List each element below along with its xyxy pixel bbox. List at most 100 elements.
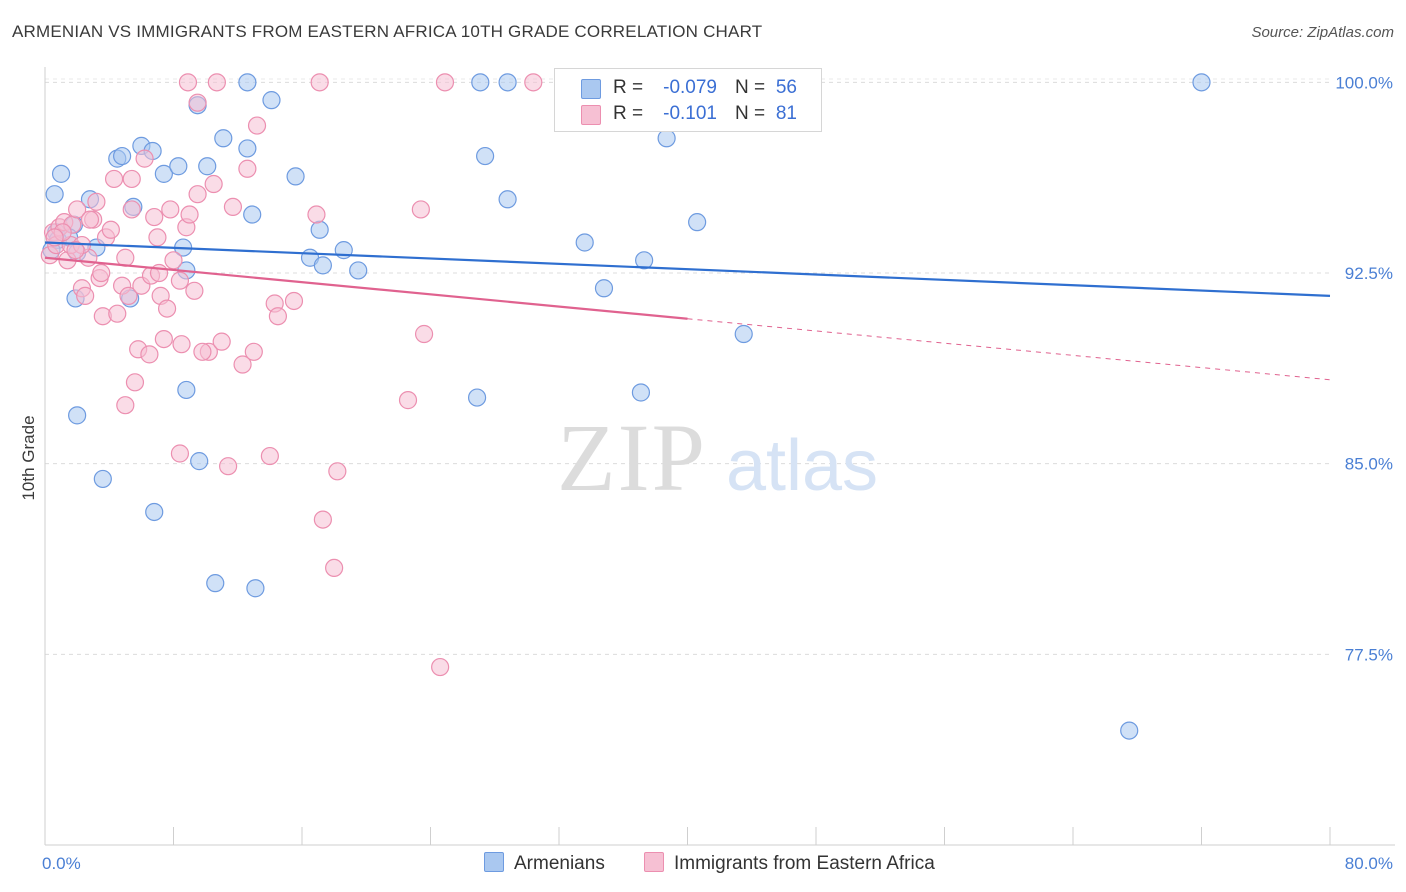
data-point bbox=[307, 205, 326, 224]
data-point bbox=[177, 380, 196, 400]
trend-line-eastern-africa bbox=[44, 256, 688, 320]
y-tick-label: 77.5% bbox=[1345, 645, 1393, 664]
data-point bbox=[524, 73, 543, 92]
data-point bbox=[688, 213, 707, 232]
legend-r-label: R = bbox=[613, 103, 644, 124]
data-point bbox=[1120, 721, 1139, 740]
y-tick-label: 85.0% bbox=[1345, 455, 1393, 474]
data-point bbox=[247, 116, 267, 135]
data-point bbox=[223, 197, 243, 217]
tick-labels: 77.5% 85.0% 92.5% 100.0% 0.0% 80.0% bbox=[42, 73, 1393, 873]
data-point bbox=[233, 355, 252, 374]
legend-row-eastern-africa: R = -0.101 N = 81 bbox=[555, 101, 821, 127]
data-point bbox=[204, 174, 223, 194]
legend-r-value: -0.101 bbox=[663, 103, 717, 124]
data-point bbox=[157, 299, 177, 318]
legend-r-label: R = bbox=[613, 77, 644, 98]
data-point bbox=[1192, 73, 1211, 92]
y-tick-label: 100.0% bbox=[1335, 73, 1393, 92]
data-point bbox=[154, 164, 173, 183]
data-point bbox=[594, 279, 614, 298]
data-point bbox=[431, 657, 450, 677]
data-point bbox=[414, 324, 434, 344]
data-point bbox=[135, 149, 154, 168]
watermark: ZIP atlas bbox=[557, 404, 878, 511]
legend-n-label: N = bbox=[735, 77, 766, 98]
data-point bbox=[286, 167, 305, 186]
legend-swatch-armenians bbox=[581, 79, 601, 99]
data-point bbox=[471, 73, 490, 92]
data-point bbox=[125, 373, 145, 392]
data-point bbox=[313, 510, 332, 529]
data-point bbox=[575, 233, 594, 252]
data-point bbox=[498, 190, 517, 209]
data-point bbox=[243, 205, 262, 224]
data-point bbox=[207, 73, 226, 92]
data-point bbox=[145, 502, 164, 522]
data-point bbox=[116, 396, 135, 415]
data-point bbox=[467, 388, 487, 407]
legend-n-label: N = bbox=[735, 103, 766, 124]
data-point bbox=[190, 452, 209, 471]
data-point bbox=[244, 342, 263, 361]
data-point bbox=[101, 220, 120, 239]
data-point bbox=[92, 263, 111, 283]
data-point bbox=[119, 286, 138, 305]
data-point bbox=[328, 462, 347, 481]
trend-lines bbox=[44, 241, 1331, 381]
data-point bbox=[76, 286, 95, 305]
data-point bbox=[178, 73, 198, 92]
data-point bbox=[310, 73, 329, 92]
data-point bbox=[169, 157, 188, 176]
legend: R = -0.079 N = 56 R = -0.101 N = 81 bbox=[554, 68, 822, 132]
y-axis-label: 10th Grade bbox=[19, 415, 38, 500]
data-point bbox=[116, 248, 135, 267]
legend-swatch-eastern-africa bbox=[581, 105, 601, 125]
data-point bbox=[170, 444, 190, 463]
data-point bbox=[214, 129, 233, 148]
data-point bbox=[68, 406, 87, 425]
legend-r-value: -0.079 bbox=[663, 77, 717, 98]
data-point bbox=[122, 200, 141, 219]
bottom-legend-swatch-armenians bbox=[484, 852, 504, 872]
data-point bbox=[108, 304, 127, 323]
data-point bbox=[68, 200, 87, 219]
data-point bbox=[238, 73, 257, 92]
data-point bbox=[198, 157, 217, 176]
x-tick-label: 80.0% bbox=[1345, 854, 1393, 873]
data-point bbox=[104, 169, 124, 189]
data-point bbox=[185, 281, 204, 300]
data-point bbox=[238, 139, 257, 158]
data-point bbox=[87, 192, 106, 211]
data-point bbox=[262, 91, 281, 110]
data-point bbox=[349, 261, 368, 280]
data-point bbox=[313, 256, 332, 275]
data-point bbox=[188, 185, 207, 204]
y-tick-label: 92.5% bbox=[1345, 264, 1393, 283]
data-point bbox=[398, 391, 418, 410]
data-point bbox=[51, 164, 71, 183]
bottom-legend-label-armenians: Armenians bbox=[514, 853, 605, 874]
x-tick-label: 0.0% bbox=[42, 854, 81, 873]
data-point bbox=[206, 574, 225, 593]
data-point bbox=[164, 251, 183, 270]
data-point bbox=[148, 228, 167, 247]
bottom-legend-armenians: Armenians bbox=[484, 852, 605, 875]
data-point bbox=[246, 579, 265, 598]
data-point bbox=[66, 241, 85, 260]
data-point bbox=[631, 383, 651, 402]
trend-line-eastern-africa-extension bbox=[687, 318, 1331, 381]
chart-title: ARMENIAN VS IMMIGRANTS FROM EASTERN AFRI… bbox=[12, 22, 763, 41]
trend-line-armenians bbox=[44, 241, 1331, 297]
data-point bbox=[411, 200, 430, 219]
watermark-atlas: atlas bbox=[726, 426, 878, 506]
data-point bbox=[268, 307, 288, 326]
data-point bbox=[260, 446, 279, 466]
axes bbox=[44, 67, 1395, 846]
data-point bbox=[435, 73, 455, 92]
data-point bbox=[498, 73, 517, 92]
data-point bbox=[45, 185, 64, 204]
data-point bbox=[170, 271, 190, 290]
bottom-legend: Armenians Immigrants from Eastern Africa bbox=[0, 852, 1406, 878]
